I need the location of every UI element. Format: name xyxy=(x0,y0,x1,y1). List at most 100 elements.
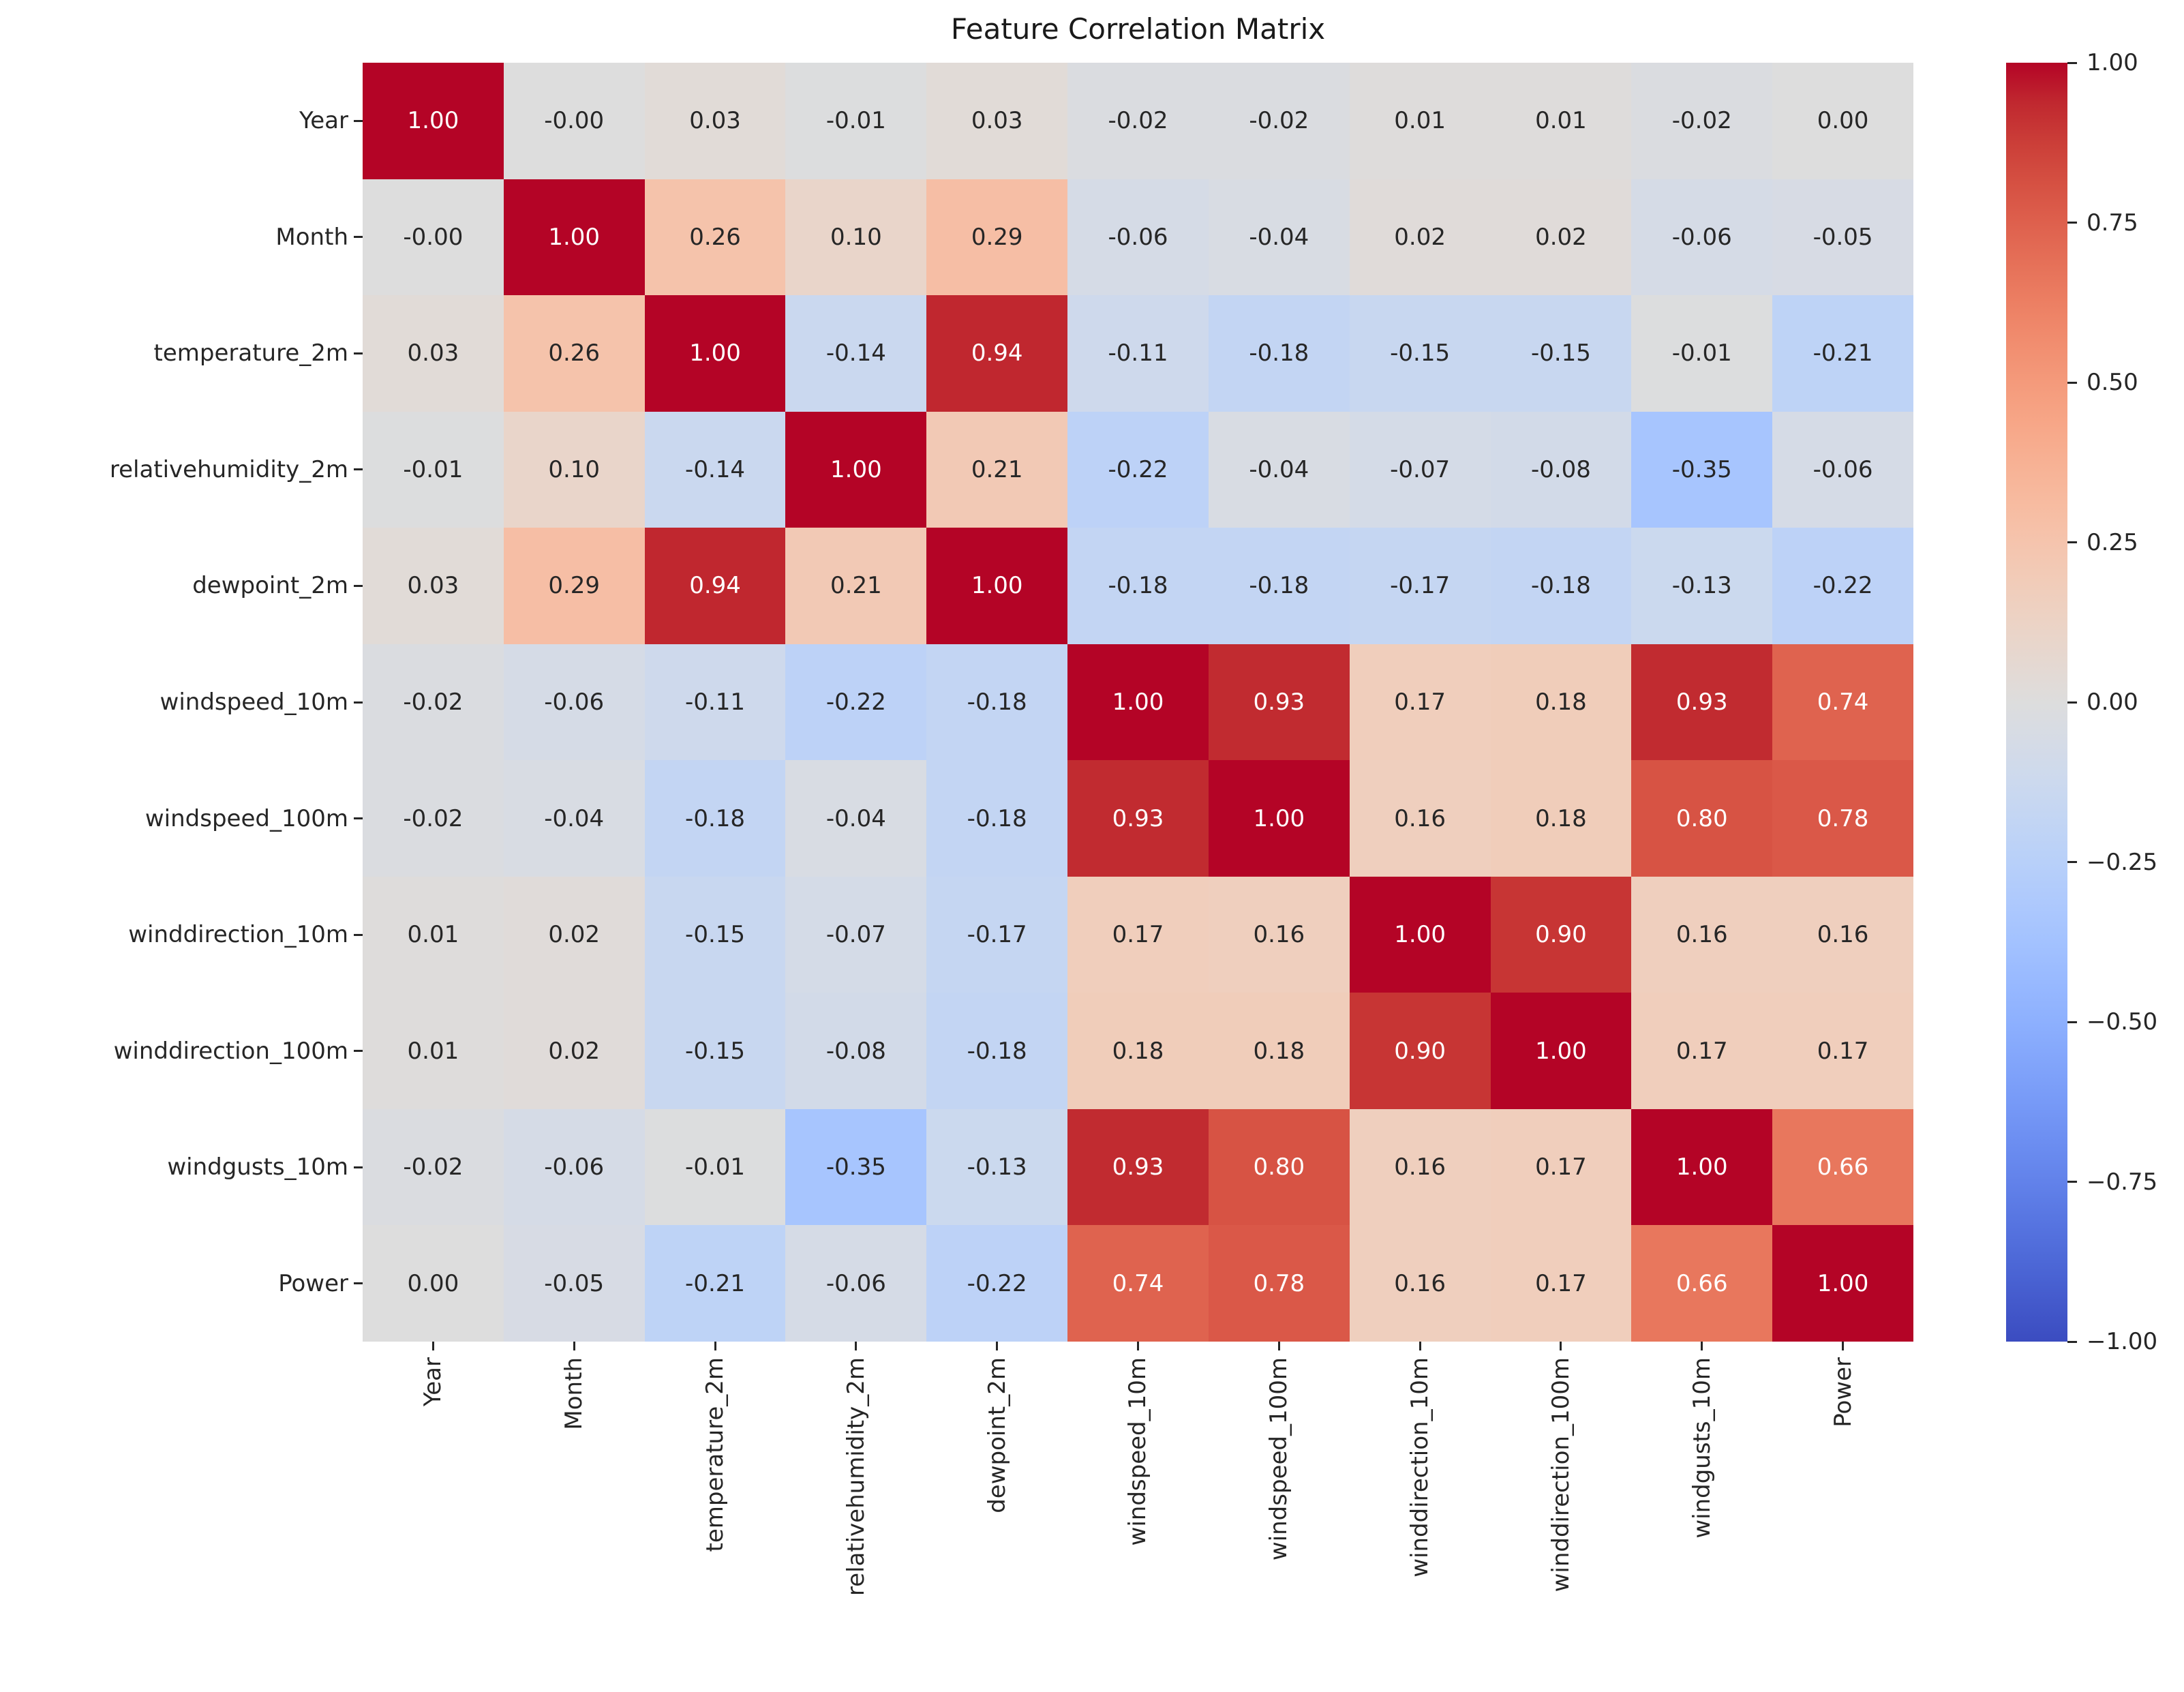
heatmap-cell: -0.18 xyxy=(644,760,786,877)
heatmap-cell: 0.18 xyxy=(1067,993,1209,1109)
colorbar-tick-label: 1.00 xyxy=(2087,49,2138,76)
x-tick-col: relativehumidity_2m xyxy=(785,1342,926,1682)
x-tick-col: dewpoint_2m xyxy=(926,1342,1067,1682)
heatmap-cell: 0.10 xyxy=(785,179,927,296)
heatmap-cell: 1.00 xyxy=(1490,993,1632,1109)
chart-title: Feature Correlation Matrix xyxy=(950,12,1326,46)
heatmap-cell: -0.02 xyxy=(363,760,504,877)
x-tick-mark xyxy=(855,1342,858,1350)
y-tick-mark xyxy=(354,468,363,471)
y-tick-label: relativehumidity_2m xyxy=(109,455,348,483)
heatmap-cell: 0.93 xyxy=(1067,760,1209,877)
y-tick-row: winddirection_100m xyxy=(0,993,363,1109)
heatmap-cell: 0.93 xyxy=(1631,644,1773,761)
heatmap-cell: 0.74 xyxy=(1067,1225,1209,1342)
x-tick-label: Power xyxy=(1829,1357,1857,1427)
heatmap-cell: 1.00 xyxy=(1631,1108,1773,1226)
y-tick-row: relativehumidity_2m xyxy=(0,412,363,528)
heatmap-cell: 0.78 xyxy=(1208,1225,1350,1342)
heatmap-cell: -0.14 xyxy=(644,411,786,528)
colorbar-tick-label: −1.00 xyxy=(2087,1328,2158,1355)
heatmap-cell: -0.04 xyxy=(503,760,645,877)
heatmap-cell: -0.01 xyxy=(644,1108,786,1226)
heatmap-cell: -0.18 xyxy=(1208,528,1350,644)
colorbar-tick: −0.25 xyxy=(2067,849,2157,876)
heatmap-grid: 1.00 -0.00 0.03 -0.01 0.03 -0.02 -0.02 0.01 0.01… xyxy=(363,63,1913,1342)
colorbar-tick-mark xyxy=(2067,1181,2077,1183)
heatmap-cell: 0.01 xyxy=(363,993,504,1109)
heatmap-cell: -0.02 xyxy=(363,1108,504,1226)
x-tick-label: Year xyxy=(419,1357,447,1406)
y-tick-label: dewpoint_2m xyxy=(192,572,348,600)
colorbar-tick: −0.75 xyxy=(2067,1168,2157,1196)
colorbar-tick: 1.00 xyxy=(2067,49,2138,76)
x-tick-label: winddirection_10m xyxy=(1406,1357,1434,1577)
heatmap-cell: 0.17 xyxy=(1349,644,1491,761)
heatmap-cell: -0.06 xyxy=(1067,179,1209,296)
heatmap-cell: 0.66 xyxy=(1772,1108,1913,1226)
colorbar-tick: 0.50 xyxy=(2067,369,2138,396)
heatmap-cell: -0.18 xyxy=(1490,528,1632,644)
heatmap-cell: -0.15 xyxy=(1349,295,1491,412)
x-axis-labels: Year Month temperature_2m relativehumidity_… xyxy=(363,1342,1913,1682)
x-tick-mark xyxy=(1419,1342,1421,1350)
heatmap-cell: -0.17 xyxy=(926,876,1068,993)
colorbar-ticks: 1.00 0.75 0.50 0.25 0.00 −0.25 −0.50 −0.75 −1.00 xyxy=(2067,49,2184,1355)
heatmap-cell: -0.02 xyxy=(363,644,504,761)
heatmap-cell: -0.04 xyxy=(1208,179,1350,296)
heatmap-cell: -0.13 xyxy=(1631,528,1773,644)
heatmap-cell: -0.18 xyxy=(926,644,1068,761)
colorbar-tick-mark xyxy=(2067,1340,2077,1343)
heatmap-cell: -0.35 xyxy=(1631,411,1773,528)
x-tick-col: winddirection_10m xyxy=(1350,1342,1491,1682)
colorbar-tick-mark xyxy=(2067,61,2077,64)
heatmap-cell: 0.16 xyxy=(1208,876,1350,993)
y-tick-mark xyxy=(354,817,363,820)
heatmap-cell: -0.14 xyxy=(785,295,927,412)
x-tick-label: windgusts_10m xyxy=(1688,1357,1716,1539)
heatmap-cell: 0.17 xyxy=(1490,1108,1632,1226)
heatmap-cell: -0.22 xyxy=(1772,528,1913,644)
heatmap-cell: 1.00 xyxy=(503,179,645,296)
heatmap-cell: 0.17 xyxy=(1772,993,1913,1109)
x-tick-mark xyxy=(1136,1342,1139,1350)
y-tick-label: Year xyxy=(299,107,348,135)
x-tick-mark xyxy=(996,1342,999,1350)
heatmap-cell: -0.21 xyxy=(1772,295,1913,412)
heatmap-cell: -0.11 xyxy=(644,644,786,761)
colorbar-tick: 0.00 xyxy=(2067,689,2138,716)
heatmap-cell: 0.01 xyxy=(1490,63,1632,179)
heatmap-cell: 0.16 xyxy=(1349,1225,1491,1342)
y-tick-row: Month xyxy=(0,179,363,296)
colorbar-tick-mark xyxy=(2067,701,2077,704)
heatmap-cell: 0.21 xyxy=(926,411,1068,528)
heatmap-cell: -0.05 xyxy=(1772,179,1913,296)
heatmap-cell: 0.18 xyxy=(1490,644,1632,761)
y-axis-labels: Year Month temperature_2m relativehumidity_… xyxy=(0,63,363,1342)
y-tick-mark xyxy=(354,1282,363,1285)
x-tick-col: Month xyxy=(504,1342,645,1682)
colorbar-tick-label: −0.75 xyxy=(2087,1168,2158,1196)
heatmap-cell: -0.15 xyxy=(1490,295,1632,412)
x-tick-mark xyxy=(1842,1342,1845,1350)
heatmap-cell: 0.80 xyxy=(1631,760,1773,877)
heatmap-cell: -0.06 xyxy=(785,1225,927,1342)
heatmap-cell: -0.05 xyxy=(503,1225,645,1342)
colorbar xyxy=(2006,63,2067,1342)
heatmap-cell: -0.15 xyxy=(644,876,786,993)
x-tick-col: winddirection_100m xyxy=(1491,1342,1632,1682)
heatmap-cell: 0.02 xyxy=(503,993,645,1109)
y-tick-mark xyxy=(354,933,363,936)
x-tick-col: Year xyxy=(363,1342,504,1682)
y-tick-mark xyxy=(354,352,363,354)
heatmap-cell: -0.15 xyxy=(644,993,786,1109)
heatmap-cell: 0.16 xyxy=(1772,876,1913,993)
colorbar-tick-mark xyxy=(2067,1021,2077,1023)
y-tick-row: windgusts_10m xyxy=(0,1109,363,1226)
heatmap-cell: -0.22 xyxy=(785,644,927,761)
y-tick-row: winddirection_10m xyxy=(0,877,363,993)
heatmap-cell: 0.02 xyxy=(503,876,645,993)
heatmap-cell: 0.78 xyxy=(1772,760,1913,877)
y-tick-row: temperature_2m xyxy=(0,295,363,412)
colorbar-tick-label: 0.25 xyxy=(2087,528,2138,556)
